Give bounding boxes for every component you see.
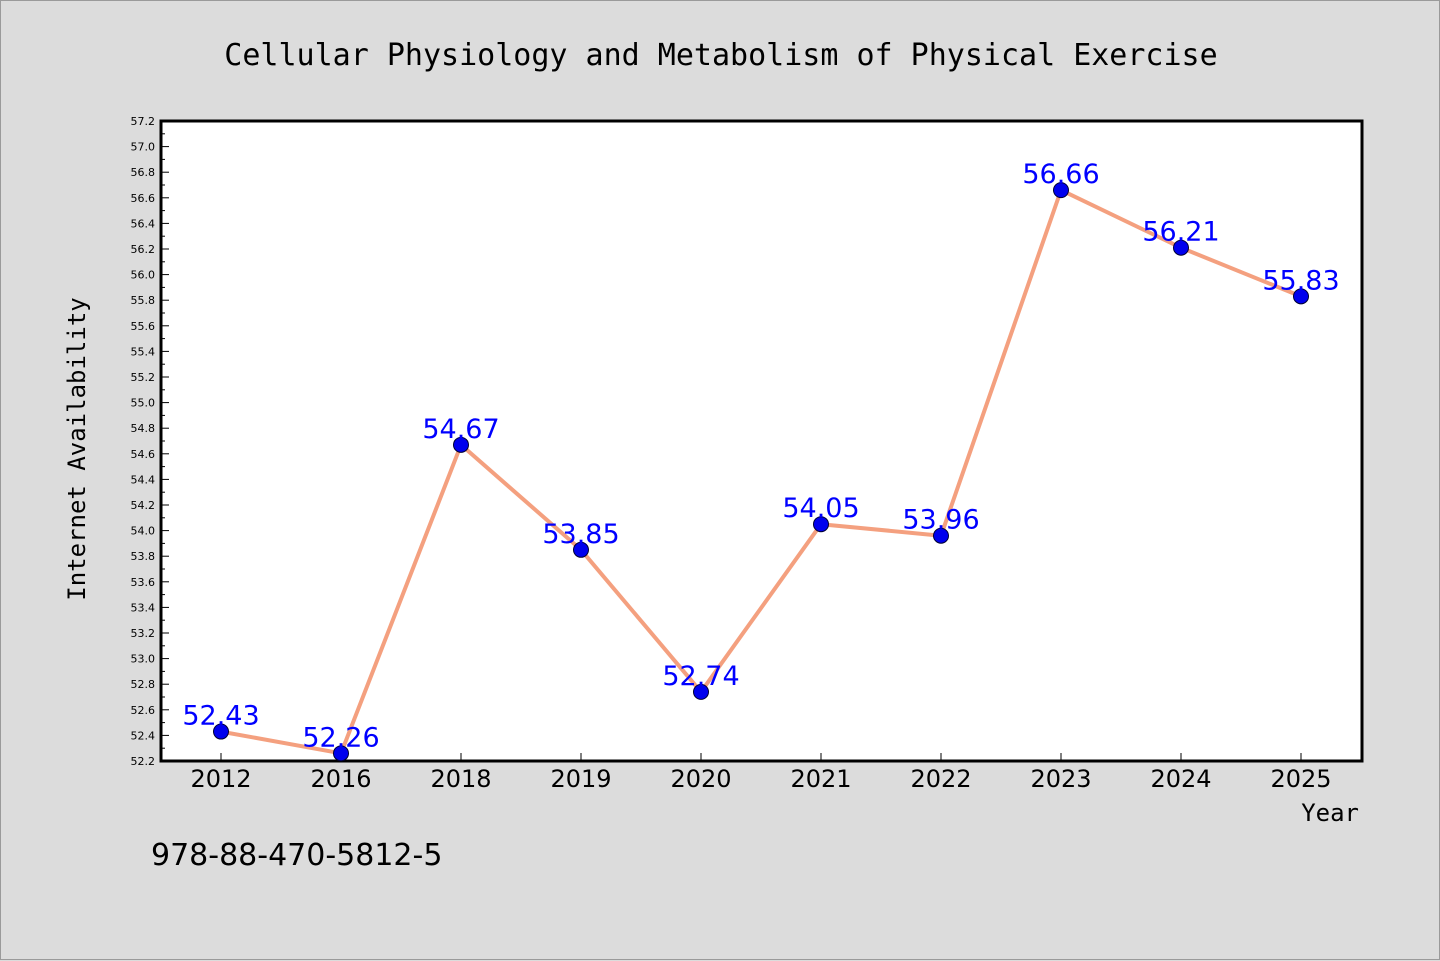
data-markers: [213, 182, 1309, 762]
data-label: 52.74: [662, 661, 739, 692]
y-tick-label: 57.0: [131, 141, 156, 154]
data-label: 55.83: [1262, 265, 1339, 296]
y-tick-label: 54.6: [131, 448, 156, 461]
y-tick-label: 54.2: [131, 499, 156, 512]
data-point: [333, 745, 349, 762]
data-point: [933, 527, 949, 544]
data-point: [573, 541, 589, 558]
data-label: 52.43: [182, 701, 259, 732]
x-tick-label: 2012: [190, 765, 251, 793]
y-tick-label: 53.2: [131, 627, 156, 640]
y-tick-label: 56.8: [131, 166, 156, 179]
isbn-annotation: 978-88-470-5812-5: [151, 838, 442, 873]
data-label: 54.67: [422, 414, 499, 445]
data-label: 56.21: [1142, 217, 1219, 248]
data-point: [813, 516, 829, 533]
y-axis-label: Internet Availability: [63, 297, 91, 600]
x-tick-label: 2024: [1150, 765, 1211, 793]
data-label: 52.26: [302, 722, 379, 753]
y-tick-label: 55.8: [131, 294, 156, 307]
x-tick-label: 2021: [790, 765, 851, 793]
y-tick-label: 53.0: [131, 653, 156, 666]
y-tick-label: 55.0: [131, 397, 156, 410]
chart-title: Cellular Physiology and Metabolism of Ph…: [224, 38, 1217, 73]
data-point: [1173, 239, 1189, 256]
data-point: [213, 723, 229, 740]
series-line: [220, 188, 1302, 756]
y-tick-label: 52.6: [131, 704, 156, 717]
data-point: [453, 436, 469, 453]
x-tick-label: 2019: [550, 765, 611, 793]
y-tick-label: 52.8: [131, 678, 156, 691]
x-tick-label: 2020: [670, 765, 731, 793]
plot-area: [159, 119, 1364, 763]
y-tick-label: 53.6: [131, 576, 156, 589]
data-labels: 52.43 52.26 54.67 53.85 52.74 54.05 53.96 56.66…: [182, 159, 1339, 753]
y-axis-ticks: 52.2 52.4 52.6 52.8 53.0 53.2 53.4 53.6 53.8 54.0…: [131, 115, 169, 768]
x-tick-label: 2018: [430, 765, 491, 793]
x-tick-label: 2025: [1270, 765, 1331, 793]
y-tick-label: 55.4: [131, 345, 156, 358]
data-label: 53.96: [902, 505, 979, 536]
y-tick-label: 55.2: [131, 371, 156, 384]
x-tick-label: 2016: [310, 765, 371, 793]
y-tick-label: 56.6: [131, 192, 156, 205]
y-tick-label: 53.8: [131, 550, 156, 563]
x-axis-label: Year: [1301, 799, 1359, 827]
y-tick-label: 57.2: [131, 115, 156, 128]
y-tick-label: 56.4: [131, 217, 156, 230]
y-tick-label: 52.4: [131, 729, 156, 742]
data-point: [1293, 288, 1309, 305]
y-tick-label: 52.2: [131, 755, 156, 768]
y-tick-label: 56.2: [131, 243, 156, 256]
x-axis-ticks: 2012 2016 2018 2019 2020 2021 2022 2023 2024 2025: [190, 753, 1332, 793]
y-tick-label: 54.8: [131, 422, 156, 435]
y-tick-label: 53.4: [131, 601, 156, 614]
x-tick-label: 2022: [910, 765, 971, 793]
y-tick-label: 55.6: [131, 320, 156, 333]
data-label: 53.85: [542, 519, 619, 550]
x-tick-label: 2023: [1030, 765, 1091, 793]
y-tick-label: 56.0: [131, 269, 156, 282]
data-point: [1053, 182, 1069, 199]
data-label: 56.66: [1022, 159, 1099, 190]
data-point: [693, 683, 709, 700]
y-tick-label: 54.0: [131, 525, 156, 538]
data-label: 54.05: [782, 493, 859, 524]
y-tick-label: 54.4: [131, 473, 156, 486]
